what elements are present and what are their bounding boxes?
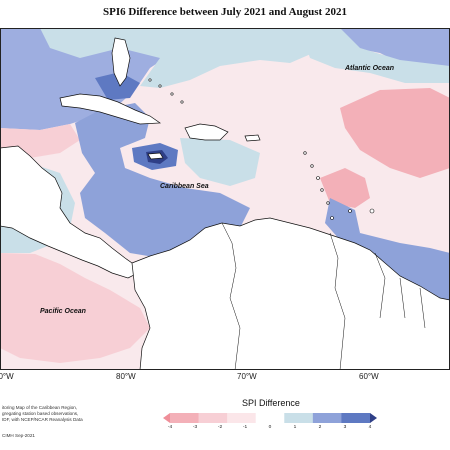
longitude-label-60w: 60°W bbox=[359, 372, 379, 381]
blue-anomaly-central-caribbean bbox=[75, 103, 250, 258]
country-borders bbox=[221, 222, 426, 370]
legend-swatch bbox=[170, 413, 199, 423]
blue-anomaly-bahamas bbox=[95, 72, 140, 100]
legend-arrow-high bbox=[370, 413, 377, 423]
legend-tick-label: -2 bbox=[217, 425, 223, 430]
light-blue-anomaly-north bbox=[40, 28, 330, 88]
legend-tick-label: 3 bbox=[343, 425, 347, 430]
pink-anomaly-pacific bbox=[0, 253, 150, 363]
legend-tick-label: -3 bbox=[192, 425, 198, 430]
legend-tick-label: 4 bbox=[368, 425, 372, 430]
credit-line-2: gregating station based observations, bbox=[2, 411, 79, 416]
legend-arrow-low bbox=[163, 413, 170, 423]
legend-swatch bbox=[227, 413, 257, 423]
legend-tick-label: -1 bbox=[242, 425, 248, 430]
blue-anomaly-windward bbox=[325, 198, 360, 240]
longitude-label-70w: 70°W bbox=[237, 372, 257, 381]
legend-tick-label: 1 bbox=[293, 425, 297, 430]
longitude-label-90w: 90°W bbox=[0, 372, 14, 381]
blue-anomaly-northwest bbox=[0, 28, 185, 130]
legend-tick-label: 2 bbox=[318, 425, 322, 430]
light-blue-anomaly-caribbean bbox=[180, 138, 260, 186]
hispaniola-land bbox=[184, 123, 229, 141]
pink-anomaly-central-atlantic bbox=[340, 88, 450, 178]
credit-line-4: CIMH Sep-2021 bbox=[2, 433, 35, 438]
legend-tick-label: 0 bbox=[268, 425, 272, 430]
label-pacific-ocean: Pacific Ocean bbox=[40, 308, 86, 315]
legend-title: SPI Difference bbox=[242, 398, 300, 408]
south-america-land bbox=[131, 217, 450, 370]
florida-land bbox=[111, 37, 131, 87]
legend-swatch bbox=[198, 413, 228, 423]
spi-difference-map: Atlantic Ocean Caribbean Sea Pacific Oce… bbox=[0, 28, 450, 370]
puerto-rico-land bbox=[244, 134, 261, 142]
credit-line-1: itoring Map of the Caribbean Region, bbox=[2, 405, 78, 410]
legend-tick-label: -4 bbox=[167, 425, 173, 430]
label-caribbean-sea: Caribbean Sea bbox=[160, 183, 209, 190]
small-islands bbox=[148, 78, 375, 220]
pink-anomaly-lesser-antilles bbox=[320, 168, 370, 208]
cuba-land bbox=[59, 93, 162, 125]
credit-line-3: IDF, with NCEP/NCAR Reanalysis Data bbox=[2, 417, 83, 422]
land-masses bbox=[0, 37, 450, 370]
legend-swatch bbox=[284, 413, 314, 423]
jamaica-land bbox=[147, 152, 164, 160]
legend-swatch bbox=[341, 413, 371, 423]
label-atlantic-ocean: Atlantic Ocean bbox=[344, 65, 394, 72]
longitude-label-80w: 80°W bbox=[116, 372, 136, 381]
legend-swatch bbox=[255, 413, 285, 423]
blue-anomaly-northeast bbox=[330, 28, 450, 68]
light-blue-anomaly-northeast bbox=[300, 28, 450, 83]
legend-swatch bbox=[312, 413, 342, 423]
central-america-land bbox=[0, 145, 139, 279]
map-title: SPI6 Difference between July 2021 and Au… bbox=[103, 6, 347, 18]
